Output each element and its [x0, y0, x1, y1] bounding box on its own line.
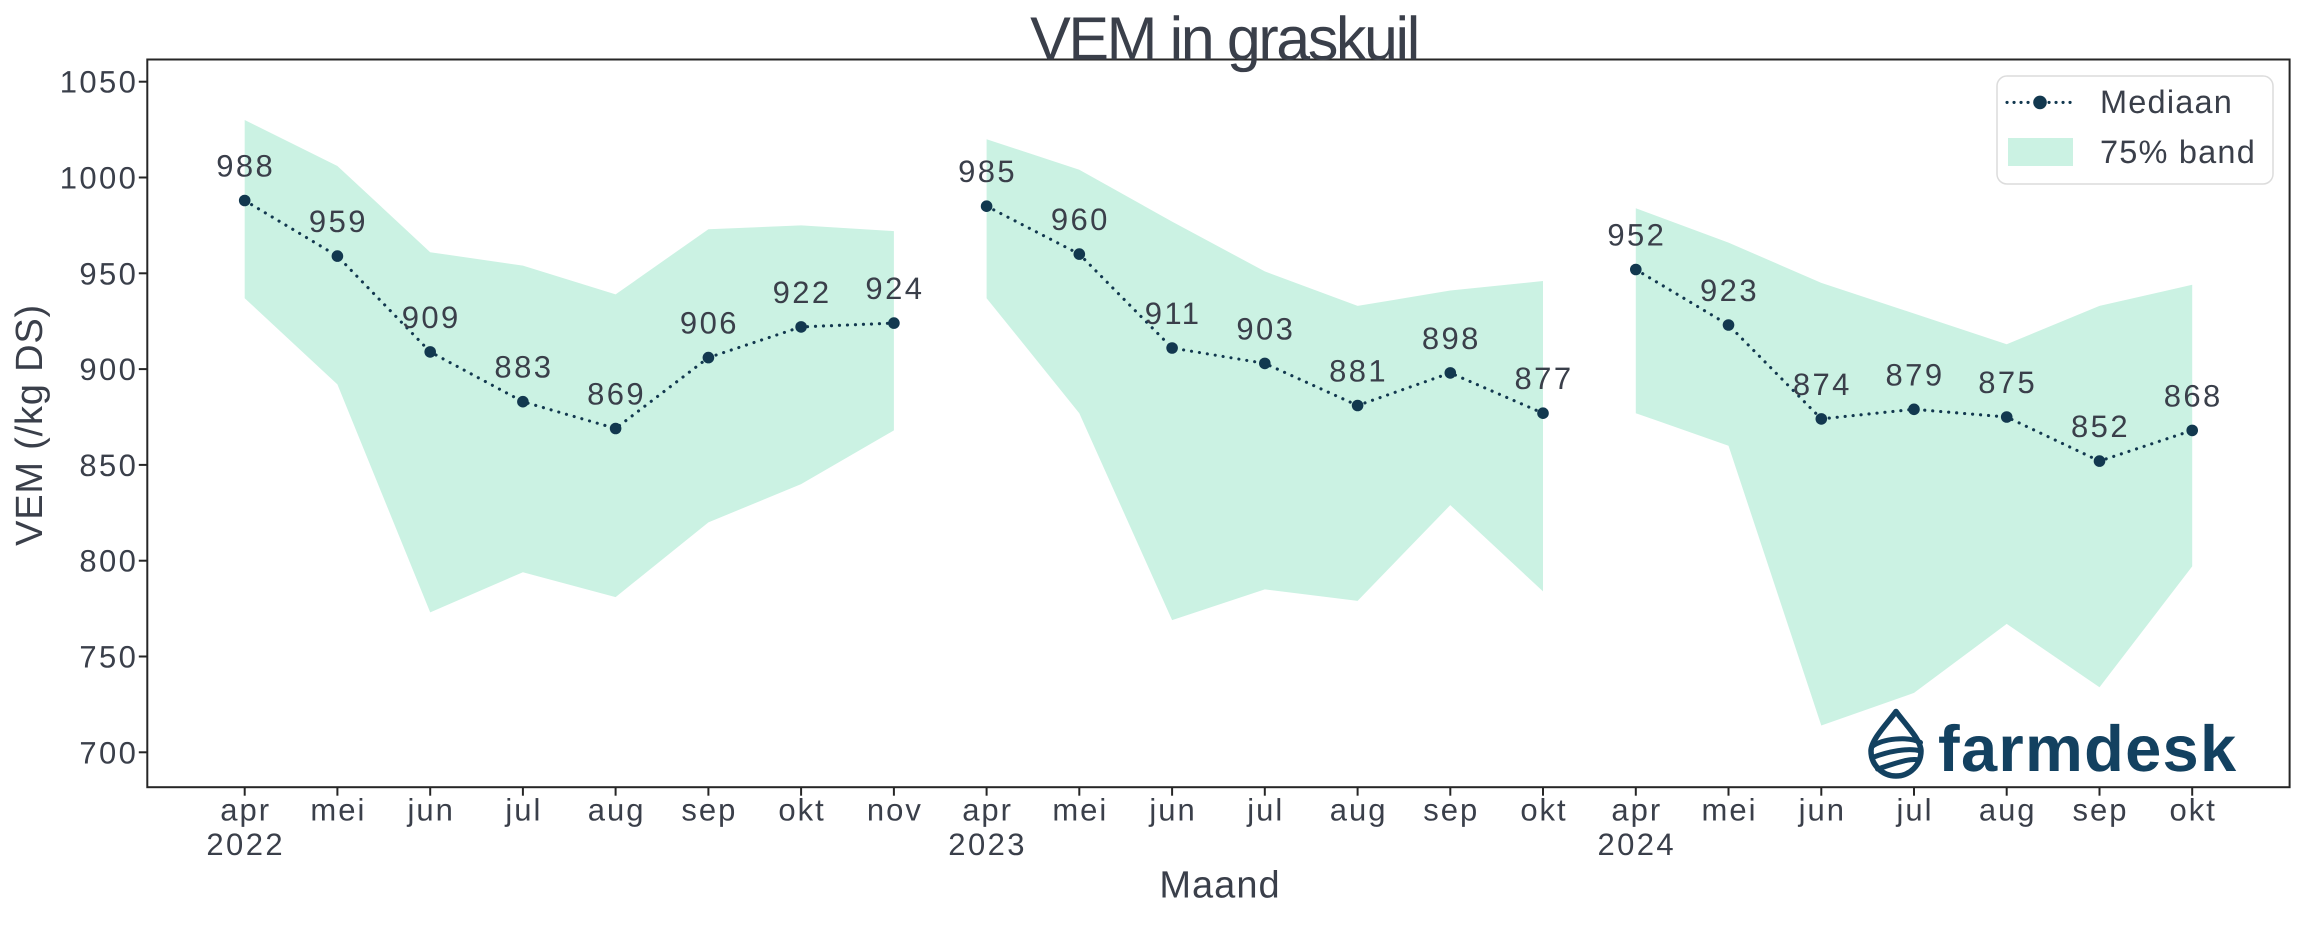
- svg-text:852: 852: [2071, 409, 2130, 444]
- svg-text:jun: jun: [407, 793, 455, 828]
- svg-text:909: 909: [402, 300, 461, 335]
- svg-text:923: 923: [1700, 273, 1759, 308]
- svg-text:VEM (/kg DS): VEM (/kg DS): [9, 304, 51, 546]
- svg-text:988: 988: [216, 149, 275, 184]
- svg-text:mei: mei: [310, 793, 366, 828]
- svg-text:aug: aug: [1979, 793, 2037, 828]
- svg-text:874: 874: [1793, 367, 1852, 402]
- svg-text:sep: sep: [1423, 793, 1479, 828]
- svg-text:950: 950: [79, 256, 138, 291]
- svg-text:875: 875: [1978, 365, 2037, 400]
- svg-text:farmdesk: farmdesk: [1938, 712, 2237, 785]
- svg-text:850: 850: [79, 448, 138, 483]
- svg-text:952: 952: [1607, 218, 1666, 253]
- svg-text:1050: 1050: [60, 65, 139, 100]
- svg-text:868: 868: [2164, 378, 2223, 413]
- svg-text:75% band: 75% band: [2100, 134, 2256, 170]
- svg-text:okt: okt: [2170, 793, 2217, 828]
- svg-text:okt: okt: [1520, 793, 1567, 828]
- svg-text:881: 881: [1329, 354, 1388, 389]
- svg-text:sep: sep: [2073, 793, 2129, 828]
- svg-text:jul: jul: [1895, 793, 1933, 828]
- svg-text:906: 906: [680, 306, 739, 341]
- svg-text:jul: jul: [504, 793, 542, 828]
- svg-text:sep: sep: [681, 793, 737, 828]
- svg-text:898: 898: [1422, 321, 1481, 356]
- svg-text:922: 922: [773, 275, 832, 310]
- svg-text:jun: jun: [1148, 793, 1196, 828]
- svg-text:Mediaan: Mediaan: [2100, 84, 2233, 120]
- svg-text:Maand: Maand: [1159, 864, 1280, 906]
- svg-text:apr: apr: [220, 793, 271, 828]
- svg-text:jun: jun: [1798, 793, 1846, 828]
- svg-text:2024: 2024: [1598, 827, 1677, 862]
- svg-text:VEM in graskuil: VEM in graskuil: [1030, 5, 1418, 73]
- svg-text:879: 879: [1886, 357, 1945, 392]
- svg-text:aug: aug: [588, 793, 646, 828]
- svg-text:2023: 2023: [948, 827, 1027, 862]
- svg-text:911: 911: [1145, 296, 1202, 331]
- svg-text:jul: jul: [1246, 793, 1284, 828]
- svg-text:924: 924: [865, 271, 924, 306]
- svg-text:800: 800: [79, 544, 138, 579]
- svg-text:aug: aug: [1330, 793, 1388, 828]
- svg-text:okt: okt: [778, 793, 825, 828]
- svg-text:960: 960: [1051, 202, 1110, 237]
- svg-text:apr: apr: [962, 793, 1013, 828]
- svg-text:869: 869: [587, 377, 646, 412]
- svg-text:mei: mei: [1702, 793, 1758, 828]
- svg-text:900: 900: [79, 352, 138, 387]
- svg-text:883: 883: [494, 350, 553, 385]
- svg-text:877: 877: [1515, 361, 1574, 396]
- svg-text:903: 903: [1236, 311, 1295, 346]
- svg-text:2022: 2022: [206, 827, 285, 862]
- svg-text:apr: apr: [1611, 793, 1662, 828]
- svg-text:959: 959: [309, 204, 368, 239]
- svg-text:985: 985: [958, 154, 1017, 189]
- svg-text:nov: nov: [867, 793, 923, 828]
- svg-text:700: 700: [79, 735, 138, 770]
- svg-text:mei: mei: [1052, 793, 1108, 828]
- svg-text:1000: 1000: [60, 161, 139, 196]
- svg-text:750: 750: [79, 640, 138, 675]
